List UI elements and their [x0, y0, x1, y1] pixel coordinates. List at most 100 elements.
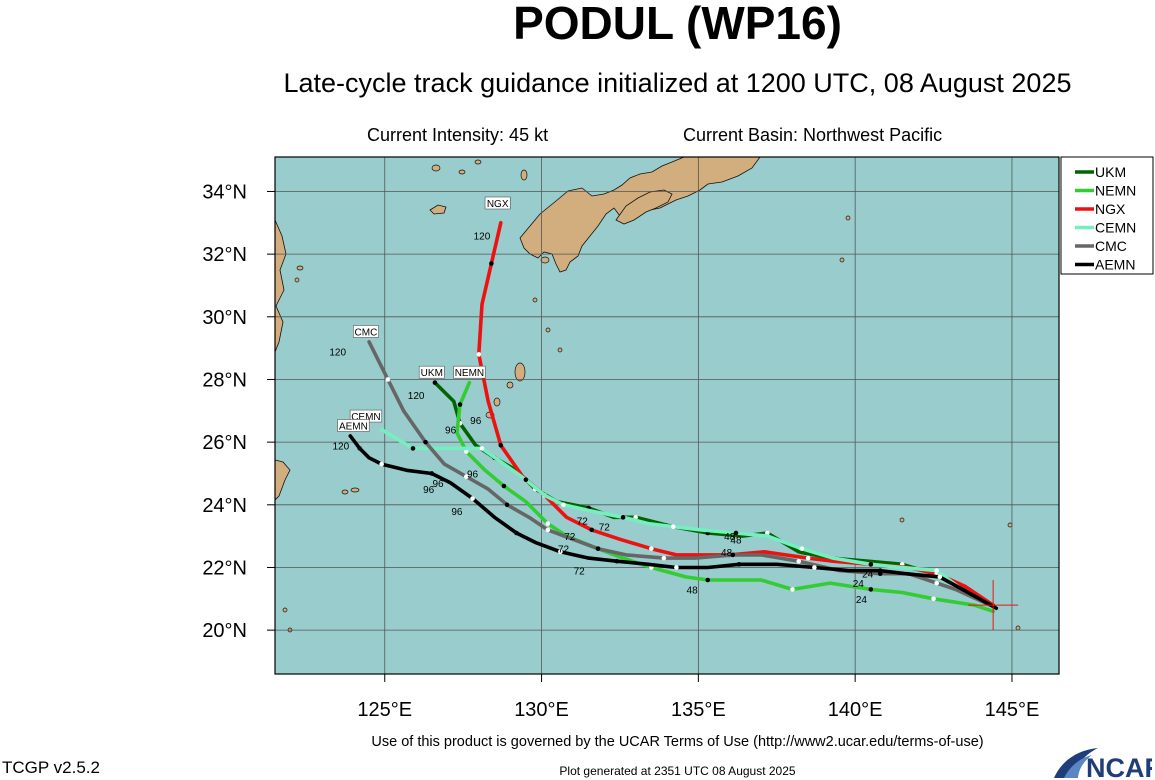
track-point — [479, 446, 485, 451]
track-point — [649, 546, 654, 551]
legend: UKM NEMN NGX CEMN CMC AEMN — [1060, 156, 1154, 275]
track-point — [931, 596, 936, 602]
track-point — [790, 587, 795, 592]
lat-tick-label: 24°N — [202, 495, 247, 517]
forecast-hour-label: 96 — [423, 485, 435, 496]
model-end-label-cemn: CEMN — [351, 412, 380, 423]
track-point — [661, 555, 667, 561]
track-point — [558, 549, 563, 555]
map-frame — [274, 156, 1060, 675]
small-islands — [282, 159, 1021, 633]
track-point — [868, 562, 874, 567]
track-point — [429, 471, 435, 476]
forecast-hour-label: 96 — [451, 507, 463, 518]
track-point — [674, 565, 679, 570]
forecast-hour-label: 48 — [724, 532, 736, 543]
legend-box — [1060, 156, 1154, 275]
track-point — [705, 577, 711, 583]
track-point — [423, 439, 428, 445]
track-point — [501, 483, 507, 489]
page-title: PODUL (WP16) — [513, 0, 842, 49]
land-layer — [275, 157, 1021, 633]
track-point — [463, 474, 469, 479]
track-point — [765, 530, 770, 536]
forecast-hour-label: 72 — [574, 567, 586, 578]
lat-tick-label: 26°N — [202, 432, 247, 454]
legend-item-nemn: NEMN — [1095, 183, 1136, 199]
model-tracks — [348, 221, 999, 614]
terms-of-use-notice: Use of this product is governed by the U… — [371, 734, 984, 750]
lon-tick-label: 135°E — [671, 699, 726, 721]
lat-tick-label: 34°N — [202, 181, 247, 203]
model-end-label-box — [337, 419, 370, 432]
china-coast — [275, 219, 287, 353]
track-point — [796, 558, 802, 564]
initial-position-marker — [968, 580, 1019, 631]
generated-timestamp: Plot generated at 2351 UTC 08 August 202… — [559, 764, 796, 778]
track-point — [514, 530, 519, 536]
track-point — [357, 446, 362, 451]
forecast-hour-label: 72 — [599, 523, 611, 534]
lon-tick-label: 125°E — [357, 699, 412, 721]
forecast-hour-label: 96 — [467, 469, 479, 480]
track-point — [463, 449, 469, 454]
version-label: TCGP v2.5.2 — [2, 758, 100, 777]
track-point — [733, 530, 739, 536]
forecast-hour-label: 72 — [564, 532, 576, 543]
page-subtitle: Late-cycle track guidance initialized at… — [283, 68, 1072, 98]
model-end-label-cmc: CMC — [355, 327, 378, 338]
axis-labels: 125°E 130°E 135°E 140°E 145°E 20°N 22°N 24°N 26°… — [202, 181, 1039, 721]
ncar-logo-text: NCAR — [1086, 753, 1152, 780]
forecast-hour-label: 48 — [687, 585, 699, 596]
lon-tick-label: 145°E — [985, 699, 1040, 721]
track-point — [589, 527, 595, 533]
track-point — [504, 502, 510, 508]
ncar-logo: NCAR — [1054, 748, 1152, 780]
lat-tick-label: 30°N — [202, 307, 247, 329]
track-point — [545, 527, 551, 533]
forecast-hour-label: 96 — [445, 426, 457, 437]
track-point — [799, 546, 805, 551]
ocean-background — [275, 157, 1059, 674]
forecast-hour-label: 72 — [577, 516, 589, 527]
forecast-hour-label: 48 — [721, 548, 733, 559]
current-intensity: Current Intensity: 45 kt — [367, 125, 549, 145]
forecast-hour-label: 48 — [730, 535, 742, 546]
track-point — [595, 546, 601, 551]
model-labels: 4896120UKM24487296NEMN48727296120NGX48CE… — [329, 196, 874, 606]
track-point — [805, 555, 811, 561]
track-point — [670, 524, 676, 530]
lat-tick-label: 28°N — [202, 369, 247, 391]
forecast-hour-label: 120 — [329, 347, 346, 358]
jeju — [429, 204, 447, 215]
model-end-label-box — [353, 325, 379, 338]
track-point — [385, 377, 391, 382]
track-point — [410, 446, 416, 451]
track-point — [523, 477, 529, 483]
track-point — [877, 568, 883, 573]
forecast-hour-label: 120 — [474, 231, 491, 242]
model-end-label-ngx: NGX — [487, 199, 509, 210]
track-point — [545, 521, 551, 526]
lat-tick-label: 32°N — [202, 244, 247, 266]
track-point — [934, 568, 939, 573]
forecast-hour-label: 120 — [333, 441, 350, 452]
track-point — [937, 574, 943, 580]
track-point — [934, 580, 939, 586]
track-aemn — [348, 434, 999, 610]
track-point — [812, 565, 817, 570]
legend-item-ngx: NGX — [1095, 201, 1126, 217]
track-point — [614, 558, 620, 564]
model-end-label-ukm: UKM — [421, 368, 443, 379]
track-point — [379, 461, 384, 467]
track-point — [730, 552, 736, 558]
model-end-label-aemn: AEMN — [339, 421, 368, 432]
track-point — [498, 442, 504, 448]
track-point — [620, 515, 626, 520]
track-cemn — [379, 427, 992, 607]
model-end-label-box — [453, 365, 486, 379]
forecast-hour-label: 96 — [470, 416, 482, 427]
forecast-hour-label: 24 — [856, 595, 868, 606]
lat-tick-label: 20°N — [202, 620, 247, 642]
